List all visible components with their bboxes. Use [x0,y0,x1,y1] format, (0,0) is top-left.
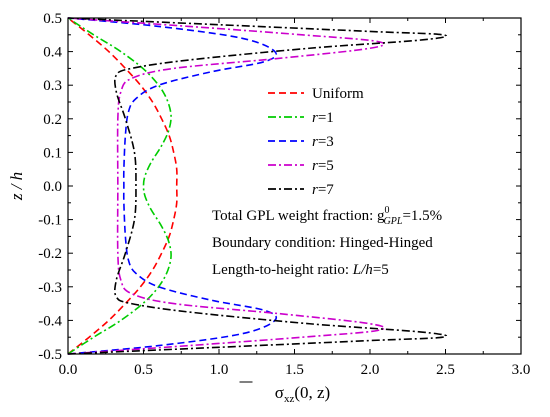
y-tick-label: 0.4 [43,45,62,61]
plot-area-frame [67,17,522,355]
x-tick-label: 0.5 [134,362,153,378]
legend-label: r=5 [312,158,334,174]
x-tick-label: 1.5 [285,362,304,378]
y-tick-label: -0.4 [38,313,62,329]
legend-label: Uniform [312,86,364,102]
y-tick-label: 0.2 [43,112,62,128]
series-line-r-3 [67,17,278,355]
series-line-uniform [67,17,178,355]
x-tick-labels: 0.0 0.5 1.0 1.5 2.0 2.5 3.0 [59,362,531,378]
axis-ticks [67,17,522,355]
annotation-line: Boundary condition: Hinged-Hinged [212,235,433,251]
series-lines [67,17,448,355]
y-axis-title: z / h [7,172,26,201]
x-tick-label: 2.0 [361,362,380,378]
y-tick-label: 0.5 [43,11,62,27]
y-tick-label: 0.3 [43,78,62,94]
x-tick-label: 0.0 [59,362,78,378]
annotations: Total GPL weight fraction: g0 GPL=1.5% Bou… [212,205,442,278]
legend-label: r=1 [312,110,334,126]
series-line-r-1 [67,17,172,355]
y-tick-label: -0.2 [38,246,62,262]
annotation-line: Total GPL weight fraction: g0 GPL=1.5% [212,205,442,227]
x-tick-label: 3.0 [512,362,531,378]
legend-label: r=7 [312,182,334,198]
series-line-r-5 [67,17,386,355]
legend: Uniform r=1 r=3 r=5 r=7 [268,86,364,198]
y-tick-label: -0.1 [38,213,62,229]
y-tick-label: -0.3 [38,280,62,296]
y-tick-labels: -0.5 -0.4 -0.3 -0.2 -0.1 0.0 0.1 0.2 0.3 0.4 0.5 [38,11,62,363]
x-axis-title: σxz(0, z) [239,381,330,405]
legend-label: r=3 [312,134,334,150]
y-tick-label: 0.1 [43,145,62,161]
x-tick-label: 2.5 [436,362,455,378]
y-tick-label: 0.0 [43,179,62,195]
x-axis-title-text: σxz(0, z) [275,383,330,405]
y-tick-label: -0.5 [38,347,62,363]
x-tick-label: 1.0 [210,362,229,378]
annotation-line: Length-to-height ratio: L/h=5 [212,262,389,278]
y-axis-title-text: z / h [7,172,26,201]
